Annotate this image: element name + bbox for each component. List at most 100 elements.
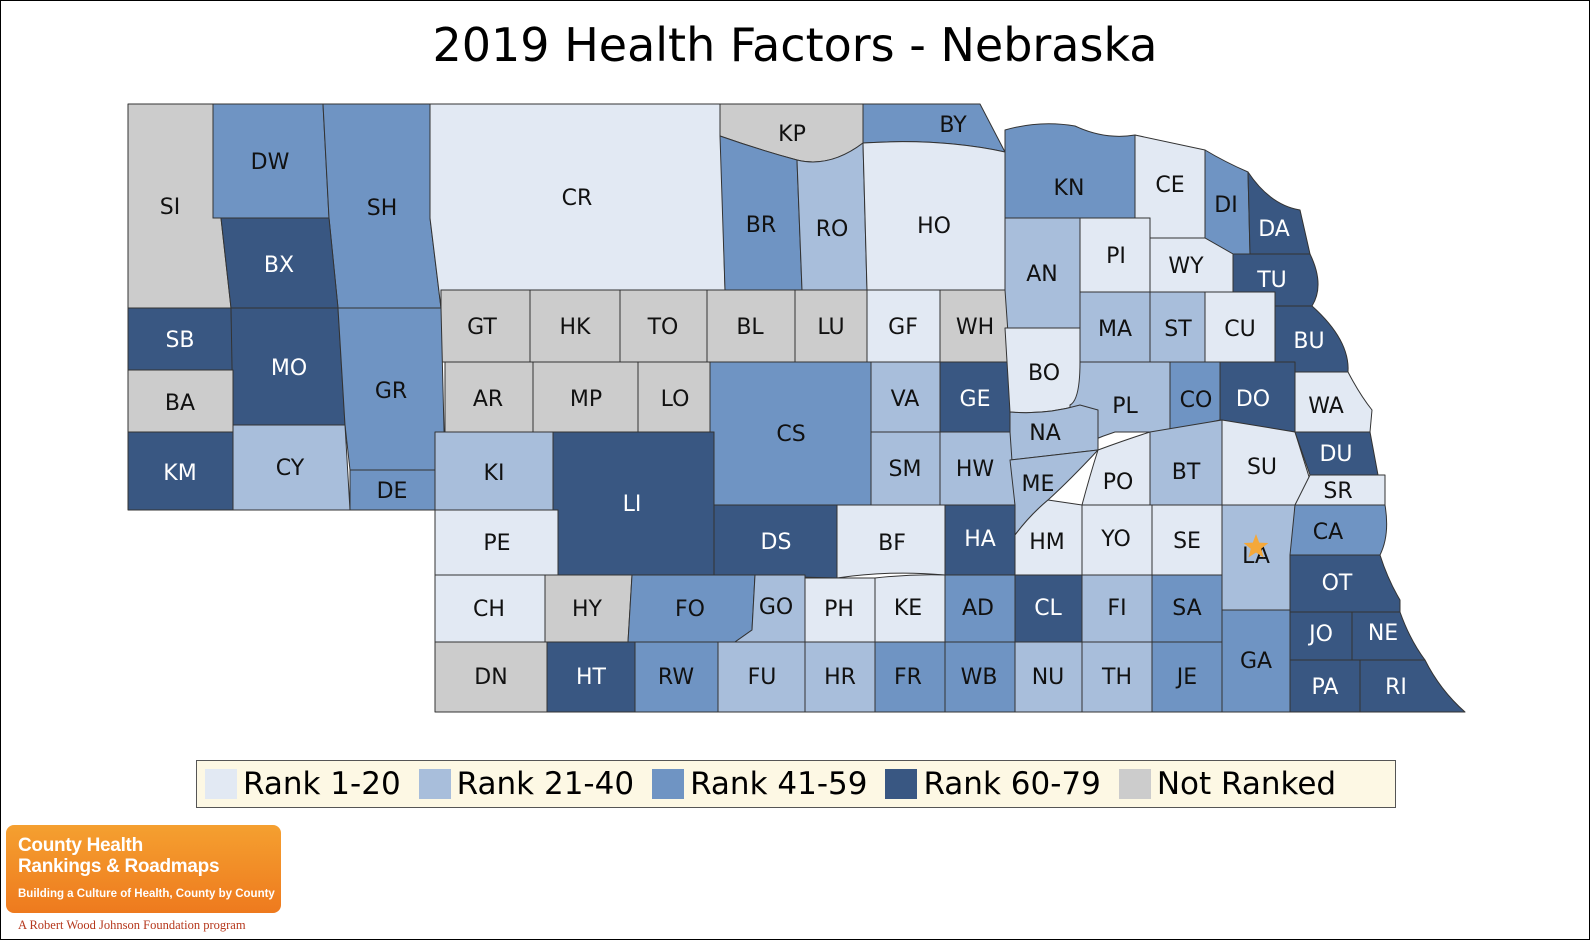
county-label-ke: KE [894,596,922,621]
county-label-ha: HA [964,527,996,552]
county-label-co: CO [1180,388,1213,413]
county-label-kn: KN [1054,176,1085,201]
county-label-fi: FI [1107,596,1126,621]
legend-item: Rank 41-59 [652,766,867,802]
county-label-cu: CU [1224,317,1255,342]
county-label-ht: HT [576,665,607,690]
county-label-se: SE [1173,529,1201,554]
county-label-do: DO [1236,387,1270,412]
county-label-fu: FU [748,665,777,690]
county-label-ch: CH [473,597,505,622]
county-label-ba: BA [165,391,195,416]
county-label-da: DA [1258,217,1290,242]
logo-tagline: Building a Culture of Health, County by … [18,888,275,900]
county-label-je: JE [1175,665,1197,690]
county-ot [1289,554,1401,613]
county-label-layer: SI DW SH CR KP BY BR RO HO KN CE DI DA BX AN PI WY TU SB MO… [160,113,1407,700]
legend-item: Rank 1-20 [205,766,401,802]
county-label-ot: OT [1322,571,1353,596]
county-label-ga: GA [1240,649,1272,674]
county-label-ge: GE [960,387,991,412]
county-label-tu: TU [1256,268,1287,293]
county-label-wh: WH [956,315,994,340]
county-wa [1294,371,1373,433]
county-label-st: ST [1164,317,1192,342]
county-label-cl: CL [1034,596,1062,621]
county-label-an: AN [1026,262,1058,287]
legend-label: Rank 60-79 [923,766,1101,802]
county-label-cy: CY [276,456,305,481]
county-label-fo: FO [675,597,705,622]
county-label-ce: CE [1155,173,1184,198]
county-label-sm: SM [889,457,922,482]
county-label-hr: HR [824,665,856,690]
county-label-mo: MO [271,356,307,381]
county-label-dw: DW [251,150,290,175]
legend-label: Not Ranked [1156,766,1337,802]
county-label-th: TH [1101,665,1132,690]
county-label-pe: PE [483,531,510,556]
county-label-di: DI [1214,193,1237,218]
logo-line-1: County Health [18,835,143,856]
county-label-hk: HK [560,315,592,340]
chrr-logo: County Health Rankings & Roadmaps Buildi… [6,825,281,913]
legend-item: Rank 21-40 [418,766,634,802]
county-label-pa: PA [1312,675,1339,700]
county-label-va: VA [891,387,920,412]
county-label-li: LI [623,492,642,517]
county-label-po: PO [1103,470,1134,495]
county-label-du: DU [1319,442,1352,467]
county-label-ma: MA [1098,317,1132,342]
county-label-km: KM [163,461,196,486]
county-label-si: SI [160,195,180,220]
county-label-wb: WB [961,665,998,690]
logo-line-2: Rankings & Roadmaps [18,856,220,877]
county-layer [127,103,1466,713]
county-na [1009,404,1099,461]
county-label-jo: JO [1307,622,1333,647]
county-label-bx: BX [264,253,294,278]
county-label-br: BR [746,213,776,238]
county-label-de: DE [377,479,408,504]
county-label-bl: BL [736,315,764,340]
county-label-ph: PH [824,597,854,622]
county-label-kp: KP [778,122,806,147]
county-label-ro: RO [816,217,849,242]
county-kn [1004,123,1136,219]
county-label-sb: SB [165,328,194,353]
map-legend: Rank 1-20 Rank 21-40 Rank 41-59 Rank 60-79 N… [196,760,1396,808]
county-label-gr: GR [375,379,407,404]
county-label-su: SU [1247,455,1277,480]
nebraska-county-map: SI DW SH CR KP BY BR RO HO KN CE DI DA BX AN PI WY TU SB MO… [127,103,1466,713]
county-label-sh: SH [367,196,398,221]
legend-swatch [1118,769,1151,799]
county-label-yo: YO [1100,527,1131,552]
county-label-dn: DN [474,665,507,690]
county-label-gt: GT [467,315,497,340]
county-label-ki: KI [484,461,505,486]
county-label-hy: HY [572,597,603,622]
county-je [1151,641,1223,713]
county-label-sa: SA [1172,596,1201,621]
county-label-ca: CA [1313,520,1343,545]
county-label-rw: RW [658,665,694,690]
county-ri [1359,659,1466,713]
star-icon [1243,534,1269,558]
county-label-ri: RI [1385,675,1407,700]
county-label-bt: BT [1172,460,1201,485]
legend-swatch [885,769,918,799]
county-label-to: TO [647,315,679,340]
county-label-pi: PI [1106,244,1126,269]
legend-label: Rank 1-20 [243,766,401,802]
county-label-me: ME [1022,472,1055,497]
county-label-hm: HM [1029,530,1065,555]
legend-swatch [418,769,451,799]
county-label-gf: GF [888,315,918,340]
county-label-ad: AD [962,596,994,621]
county-label-hw: HW [956,457,995,482]
county-label-pl: PL [1112,394,1138,419]
county-label-wy: WY [1168,254,1204,279]
rwjf-program-note: A Robert Wood Johnson Foundation program [18,918,246,932]
county-label-cs: CS [776,422,805,447]
county-da [1247,171,1311,255]
